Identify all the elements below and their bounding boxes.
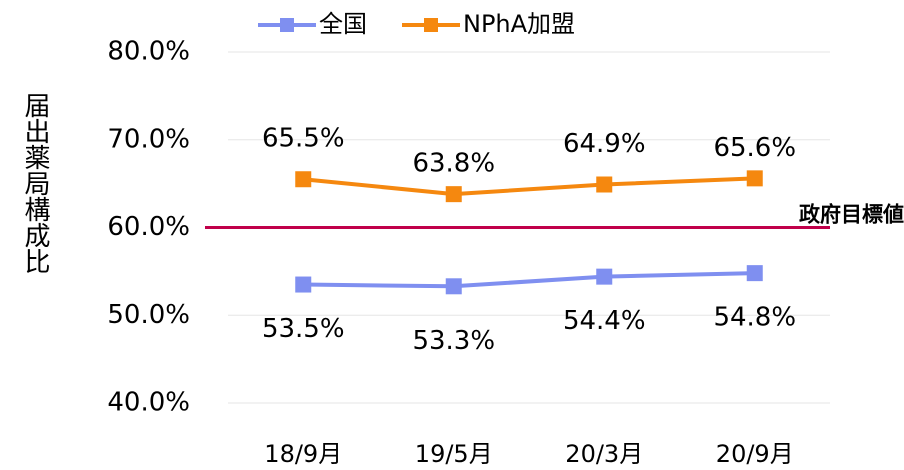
y-tick-label: 60.0% (107, 212, 190, 242)
marker (295, 276, 312, 293)
data-label: 54.4% (563, 306, 646, 336)
data-label: 54.8% (713, 303, 796, 333)
series-line (303, 271, 755, 289)
y-tick-label: 40.0% (107, 388, 190, 418)
data-label: 65.6% (713, 133, 796, 163)
marker (596, 176, 613, 193)
x-tick-label: 19/5月 (415, 440, 493, 468)
marker (445, 186, 462, 203)
legend-marker (280, 18, 294, 32)
y-tick-label: 70.0% (107, 124, 190, 154)
marker (596, 268, 613, 285)
data-label: 64.9% (563, 129, 646, 159)
data-label: 53.5% (262, 314, 345, 344)
data-label: 65.5% (262, 124, 345, 154)
legend-marker (424, 18, 438, 32)
legend-label: 全国 (319, 10, 367, 38)
reference-label: 政府目標値 (799, 203, 904, 227)
marker (295, 171, 312, 188)
y-tick-label: 50.0% (107, 300, 190, 330)
x-tick-label: 20/9月 (716, 440, 794, 468)
data-label: 63.8% (412, 149, 495, 179)
marker (746, 170, 763, 187)
y-tick-label: 80.0% (107, 37, 190, 67)
marker (746, 265, 763, 282)
x-tick-label: 20/3月 (565, 440, 643, 468)
data-label: 53.3% (412, 326, 495, 356)
legend-label: NPhA加盟 (463, 10, 575, 38)
series-line (303, 176, 755, 197)
x-tick-label: 18/9月 (264, 440, 342, 468)
marker (445, 278, 462, 295)
y-axis-label: 届出薬局構成比 (20, 92, 50, 274)
